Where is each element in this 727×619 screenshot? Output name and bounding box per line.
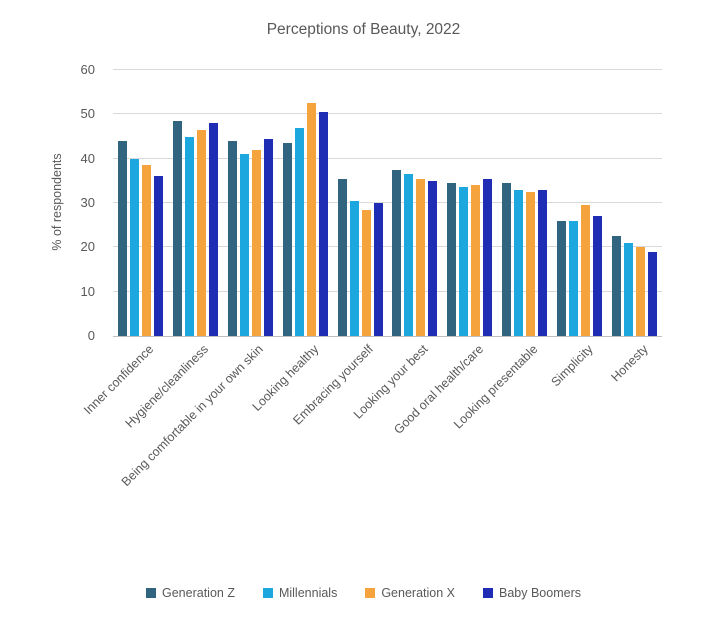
legend-swatch-generation-z — [146, 588, 156, 598]
bar-generation-z-being-comfortable-in-your-own-skin — [227, 140, 237, 336]
gridline-50 — [113, 113, 662, 115]
bar-baby-boomers-looking-healthy — [318, 112, 328, 336]
bar-baby-boomers-inner-confidence — [153, 176, 163, 336]
bar-millennials-simplicity — [569, 220, 579, 336]
chart-title: Perceptions of Beauty, 2022 — [266, 21, 461, 38]
bar-generation-x-looking-presentable — [526, 191, 536, 336]
x-label-simplicity: Simplicity — [548, 342, 596, 390]
legend-item-generation-z: Generation Z — [146, 586, 235, 600]
bar-baby-boomers-good-oral-health-care — [483, 178, 493, 336]
bar-generation-x-honesty — [636, 247, 646, 336]
bar-baby-boomers-simplicity — [593, 216, 603, 336]
bar-generation-z-honesty — [612, 236, 622, 336]
x-axis-labels: Inner confidence Hygiene/cleanliness Being… — [81, 342, 662, 567]
bar-group-looking-presentable — [497, 70, 552, 336]
bar-millennials-being-comfortable-in-your-own-skin — [239, 154, 249, 336]
bar-generation-x-being-comfortable-in-your-own-skin — [251, 149, 261, 336]
legend-item-generation-x: Generation X — [365, 586, 455, 600]
bar-generation-z-hygiene-cleanliness — [172, 120, 182, 336]
bar-generation-x-simplicity — [581, 205, 591, 336]
bar-millennials-inner-confidence — [129, 158, 139, 336]
bar-baby-boomers-embracing-yourself — [373, 203, 383, 336]
legend-swatch-baby-boomers — [483, 588, 493, 598]
y-tick-label-40: 40 — [80, 150, 95, 166]
bar-millennials-honesty — [624, 242, 634, 336]
legend-item-millennials: Millennials — [262, 586, 338, 600]
bar-generation-z-looking-presentable — [502, 183, 512, 336]
y-tick-label-50: 50 — [80, 106, 95, 122]
gridline-20 — [113, 246, 662, 248]
gridline-10 — [113, 290, 662, 292]
gridline-60 — [113, 69, 662, 70]
bar-group-being-comfortable-in-your-own-skin — [223, 70, 278, 336]
legend-label-generation-x: Generation X — [381, 586, 455, 600]
bar-generation-x-good-oral-health-care — [471, 185, 481, 336]
bar-baby-boomers-being-comfortable-in-your-own-skin — [263, 138, 273, 336]
bar-group-embracing-yourself — [333, 70, 388, 336]
y-tick-label-30: 30 — [80, 195, 95, 210]
bar-generation-x-looking-your-best — [416, 178, 426, 336]
bar-generation-x-inner-confidence — [141, 165, 151, 336]
legend-item-baby-boomers: Baby Boomers — [483, 586, 581, 600]
bar-baby-boomers-honesty — [648, 251, 658, 336]
gridline-30 — [113, 202, 662, 203]
legend-label-generation-z: Generation Z — [162, 586, 235, 600]
bar-group-honesty — [607, 70, 662, 336]
bar-generation-x-looking-healthy — [306, 103, 316, 336]
y-tick-label-20: 20 — [80, 239, 95, 255]
bar-generation-z-good-oral-health-care — [447, 183, 457, 336]
bar-millennials-hygiene-cleanliness — [184, 136, 194, 336]
bar-millennials-good-oral-health-care — [459, 187, 469, 336]
legend: Generation Z Millennials Generation X Baby … — [0, 586, 727, 600]
bar-group-simplicity — [552, 70, 607, 336]
plot-area — [113, 69, 662, 337]
gridline-40 — [113, 157, 662, 159]
y-tick-label-60: 60 — [80, 62, 95, 77]
x-label-honesty: Honesty — [608, 342, 651, 385]
bar-millennials-looking-presentable — [514, 189, 524, 336]
bar-group-good-oral-health-care — [442, 70, 497, 336]
bar-baby-boomers-hygiene-cleanliness — [208, 123, 218, 336]
bar-generation-z-looking-your-best — [392, 169, 402, 336]
bar-baby-boomers-looking-presentable — [538, 189, 548, 336]
bar-generation-x-embracing-yourself — [361, 209, 371, 336]
bar-group-inner-confidence — [113, 70, 168, 336]
bar-generation-z-embracing-yourself — [337, 178, 347, 336]
y-tick-label-10: 10 — [80, 283, 95, 299]
bar-millennials-looking-your-best — [404, 174, 414, 336]
bar-group-looking-healthy — [278, 70, 333, 336]
legend-swatch-generation-x — [365, 588, 376, 598]
bar-millennials-looking-healthy — [294, 127, 304, 336]
bar-baby-boomers-looking-your-best — [428, 180, 438, 336]
bar-group-looking-your-best — [388, 70, 443, 336]
bar-millennials-embracing-yourself — [349, 200, 359, 336]
y-tick-label-0: 0 — [87, 328, 95, 343]
legend-label-millennials: Millennials — [278, 586, 338, 600]
legend-label-baby-boomers: Baby Boomers — [499, 586, 581, 600]
bars — [113, 70, 662, 336]
bar-generation-z-looking-healthy — [282, 143, 292, 336]
bar-generation-z-inner-confidence — [117, 140, 127, 336]
legend-swatch-millennials — [262, 588, 273, 598]
bar-generation-z-simplicity — [557, 220, 567, 336]
bar-group-hygiene-cleanliness — [168, 70, 223, 336]
bar-generation-x-hygiene-cleanliness — [196, 129, 206, 336]
